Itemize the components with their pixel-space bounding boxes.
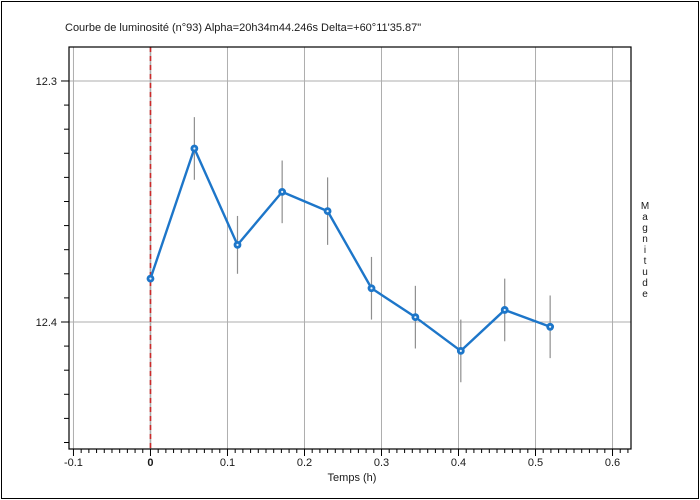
data-point-marker-center [326, 210, 329, 213]
data-point-marker-center [459, 349, 462, 353]
chart-title: Courbe de luminosité (n°93) Alpha=20h34m… [65, 22, 422, 34]
x-tick-label: 0.5 [528, 457, 543, 469]
data-line [149, 147, 551, 353]
data-point-marker-center [414, 316, 417, 319]
data-point-marker-center [236, 243, 239, 246]
plot-border [68, 46, 632, 450]
y-tick-label: 12.4 [36, 317, 57, 329]
x-tick-label: 0.2 [297, 457, 312, 469]
data-point-marker-center [549, 325, 552, 328]
x-tick-label: 0.4 [451, 457, 466, 469]
x-tick-label: 0.6 [605, 457, 620, 469]
data-point-marker-center [281, 190, 284, 193]
data-point-marker-center [503, 308, 506, 312]
y-axis-label: M a g n i t u d e [640, 201, 650, 300]
x-tick-label: -0.1 [64, 457, 83, 469]
x-tick-label: 0 [147, 457, 153, 469]
data-point-marker-center [193, 147, 196, 150]
data-point-marker-center [370, 287, 373, 290]
x-tick-label: 0.3 [374, 457, 389, 469]
y-tick-label: 12.3 [36, 76, 57, 88]
data-point-marker-center [149, 277, 152, 280]
x-tick-label: 0.1 [220, 457, 235, 469]
x-axis-label: Temps (h) [327, 472, 377, 484]
